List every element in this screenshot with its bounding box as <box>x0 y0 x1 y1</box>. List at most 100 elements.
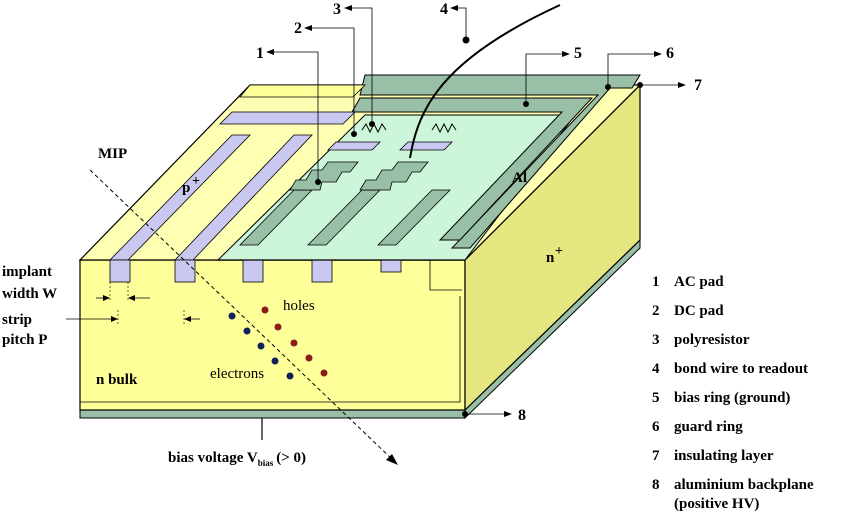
callout-8: 8 <box>518 407 526 424</box>
implant-dim-arrow-left <box>103 295 110 301</box>
pitch-dim-arrow-right <box>184 316 191 322</box>
strip-label-2: pitch P <box>2 332 47 348</box>
legend-text-8-extra: (positive HV) <box>674 496 759 512</box>
legend-num-1: 1 <box>652 274 660 290</box>
implant-dim-arrow-right <box>128 295 135 301</box>
callout-4: 4 <box>440 1 448 18</box>
pplus-strip-top-2 <box>219 111 356 125</box>
guard-outline-front <box>80 296 461 403</box>
guard-ring <box>359 74 641 249</box>
legend-num-2: 2 <box>652 303 660 319</box>
legend: 1 AC pad 2 DC pad 3 polyresistor 4 bond … <box>652 274 814 512</box>
electrons-group <box>228 312 294 380</box>
mip-label: MIP <box>98 146 127 162</box>
legend-text-6: guard ring <box>674 419 743 435</box>
leader-4 <box>454 7 467 40</box>
mip-arrowhead <box>386 454 398 465</box>
ac-pad-1 <box>289 161 359 191</box>
leader-3 <box>348 7 373 124</box>
strip-label-1: strip <box>2 312 32 328</box>
pitch-dim-arrow-left <box>111 316 118 322</box>
legend-text-4: bond wire to readout <box>674 361 808 377</box>
arrow-7 <box>678 82 686 88</box>
legend-text-3: polyresistor <box>674 332 750 348</box>
leader-5 <box>525 53 566 104</box>
hole-dot <box>261 306 269 314</box>
leader-1 <box>270 51 319 182</box>
hole-dot <box>320 369 328 377</box>
nplus-outline-front <box>429 260 462 291</box>
dc-pad-1 <box>327 141 381 151</box>
nplus-label: n <box>546 250 555 266</box>
callout-dot-3 <box>369 121 375 127</box>
implant-label-2: width W <box>2 286 57 302</box>
arrow-4 <box>450 5 458 11</box>
holes-group <box>261 306 328 377</box>
legend-num-6: 6 <box>652 419 660 435</box>
hole-dot <box>305 354 313 362</box>
arrow-6 <box>654 51 662 57</box>
legend-text-1: AC pad <box>674 274 724 290</box>
implant-section-3 <box>242 259 264 283</box>
electron-dot <box>286 372 294 380</box>
arrow-5 <box>562 51 570 57</box>
bias-voltage-label: bias voltage Vbias (> 0) <box>168 450 306 468</box>
al-label: Al <box>512 170 527 186</box>
bias-voltage-main: bias voltage V <box>168 450 258 466</box>
pplus-label: p <box>182 180 190 196</box>
hole-dot <box>290 339 298 347</box>
implant-section-2 <box>174 259 196 283</box>
backplane-front <box>79 409 466 419</box>
leader-6 <box>607 53 658 87</box>
legend-num-7: 7 <box>652 448 660 464</box>
ac-pad-2 <box>359 161 429 191</box>
bias-voltage-sub: bias <box>258 458 274 468</box>
callout-6: 6 <box>666 45 674 62</box>
nplus-sup: + <box>555 244 563 259</box>
legend-text-7: insulating layer <box>674 448 774 464</box>
callout-7: 7 <box>694 77 702 94</box>
bias-voltage-suffix: (> 0) <box>276 450 306 466</box>
arrow-3 <box>344 5 352 11</box>
legend-num-8: 8 <box>652 477 660 493</box>
mip-track <box>89 169 396 463</box>
polyresistor-2 <box>431 122 457 134</box>
n-bulk-label: n bulk <box>96 372 138 388</box>
implant-label-1: implant <box>2 264 52 280</box>
callout-1: 1 <box>256 45 264 62</box>
electron-dot <box>271 357 279 365</box>
bulk-front-face <box>79 259 466 411</box>
hole-dot <box>274 323 282 331</box>
implant-section-4 <box>311 259 333 283</box>
al-strip-3 <box>377 189 451 246</box>
callout-dot-1 <box>315 179 321 185</box>
callout-dot-5 <box>523 101 529 107</box>
holes-label: holes <box>283 298 315 314</box>
legend-text-8: aluminium backplane <box>674 477 814 493</box>
arrow-2 <box>304 25 312 31</box>
legend-num-3: 3 <box>652 332 660 348</box>
callout-2: 2 <box>294 20 302 37</box>
callout-dot-8 <box>462 411 468 417</box>
pplus-sup: + <box>192 174 200 189</box>
electron-dot <box>257 342 265 350</box>
callout-dot-2 <box>351 131 357 137</box>
callout-dot-7 <box>637 82 643 88</box>
leader-2 <box>308 27 355 134</box>
implant-section-5 <box>380 259 402 273</box>
pplus-strip-top-1 <box>239 84 366 98</box>
electron-dot <box>228 312 236 320</box>
electrons-label: electrons <box>210 366 264 382</box>
legend-num-4: 4 <box>652 361 660 377</box>
callout-5: 5 <box>574 45 582 62</box>
callout-dot-6 <box>605 84 611 90</box>
arrow-1 <box>266 49 274 55</box>
bond-wire <box>409 4 561 159</box>
legend-text-2: DC pad <box>674 303 724 319</box>
dc-pad-2 <box>399 141 453 151</box>
implant-section-1 <box>109 259 131 283</box>
callout-3: 3 <box>333 1 341 18</box>
electron-dot <box>243 327 251 335</box>
